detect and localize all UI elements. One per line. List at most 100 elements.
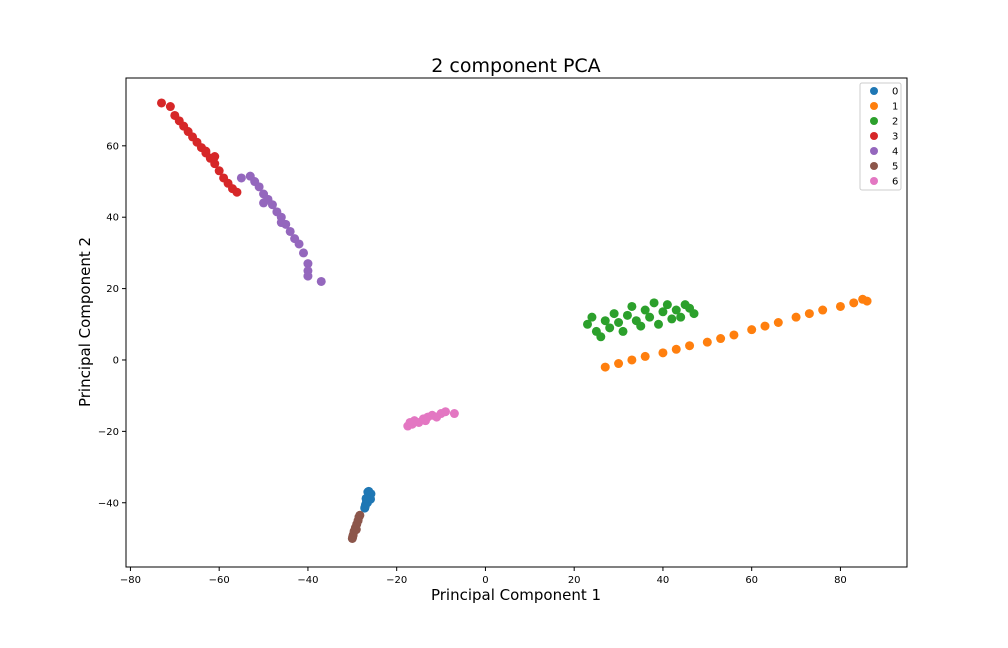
data-point xyxy=(858,294,868,304)
legend-label: 3 xyxy=(892,132,898,143)
data-point xyxy=(299,248,308,258)
data-point xyxy=(360,501,370,511)
data-point xyxy=(614,318,624,327)
data-point xyxy=(407,419,417,429)
data-point xyxy=(351,525,361,535)
data-point xyxy=(441,407,450,417)
data-point xyxy=(165,102,175,112)
data-point xyxy=(449,409,459,419)
legend-marker xyxy=(870,87,878,95)
data-point xyxy=(259,198,269,208)
data-point xyxy=(835,301,845,311)
data-point xyxy=(236,173,246,183)
data-point xyxy=(645,312,655,322)
data-point xyxy=(760,321,770,331)
data-point xyxy=(201,146,211,156)
x-tick-label: 60 xyxy=(745,575,758,586)
data-point xyxy=(627,301,637,311)
data-point xyxy=(605,323,615,333)
data-point xyxy=(355,510,365,520)
data-point xyxy=(361,493,371,503)
data-point xyxy=(685,341,695,351)
series-4 xyxy=(236,171,326,286)
x-tick-label: 20 xyxy=(568,575,581,586)
data-point xyxy=(348,532,358,542)
data-point xyxy=(640,351,650,361)
legend-label: 5 xyxy=(892,162,898,173)
data-point xyxy=(232,187,242,197)
y-tick-label: 20 xyxy=(106,284,119,295)
data-point xyxy=(267,200,277,210)
y-tick-label: 40 xyxy=(106,213,119,224)
data-point xyxy=(804,309,814,319)
legend: 0 1 2 3 4 5 6 xyxy=(859,82,902,191)
data-point xyxy=(636,321,646,331)
legend-label: 6 xyxy=(892,177,898,188)
data-point xyxy=(676,312,686,322)
data-point xyxy=(421,416,431,426)
x-tick-label: 0 xyxy=(482,575,488,586)
data-point xyxy=(596,332,606,342)
y-axis: −40 −20 0 20 40 60 xyxy=(98,141,126,509)
points-layer xyxy=(157,98,872,543)
data-point xyxy=(210,159,220,169)
legend-marker xyxy=(870,147,878,155)
data-point xyxy=(702,337,712,347)
data-point xyxy=(587,312,597,322)
data-point xyxy=(849,298,859,308)
data-point xyxy=(729,330,739,340)
data-point xyxy=(294,239,304,249)
series-1 xyxy=(600,294,872,372)
data-point xyxy=(285,226,295,236)
y-tick-label: −20 xyxy=(98,427,119,438)
y-axis-title: Principal Component 2 xyxy=(76,237,94,407)
data-point xyxy=(818,305,828,315)
x-axis-title: Principal Component 1 xyxy=(431,586,601,604)
series-5 xyxy=(347,510,365,543)
chart-title: 2 component PCA xyxy=(431,55,600,77)
y-tick-label: 60 xyxy=(106,141,119,152)
data-point xyxy=(654,319,663,329)
data-point xyxy=(671,305,681,315)
data-point xyxy=(614,359,624,369)
plot-area xyxy=(125,77,908,568)
data-point xyxy=(600,316,610,326)
data-point xyxy=(747,325,757,335)
data-point xyxy=(583,319,592,329)
legend-marker xyxy=(870,162,878,170)
legend-label: 2 xyxy=(892,117,898,128)
data-point xyxy=(716,334,726,344)
data-point xyxy=(364,486,374,496)
x-tick-label: 80 xyxy=(834,575,847,586)
data-point xyxy=(609,309,619,319)
series-0 xyxy=(360,486,376,513)
series-6 xyxy=(403,407,459,431)
data-point xyxy=(773,318,783,327)
data-point xyxy=(622,310,632,320)
data-point xyxy=(316,276,326,286)
data-point xyxy=(618,326,628,336)
data-point xyxy=(276,218,286,228)
legend-frame xyxy=(859,82,902,191)
data-point xyxy=(627,355,637,365)
data-point xyxy=(210,152,220,162)
x-tick-label: −40 xyxy=(297,575,318,586)
series-3 xyxy=(157,98,242,197)
data-point xyxy=(658,307,668,317)
data-point xyxy=(157,98,166,108)
data-point xyxy=(600,362,610,372)
data-point xyxy=(667,314,677,324)
legend-marker xyxy=(870,117,878,125)
data-point xyxy=(640,305,650,315)
data-point xyxy=(689,309,699,319)
y-tick-label: −40 xyxy=(98,498,119,509)
x-tick-label: −60 xyxy=(209,575,230,586)
series-2 xyxy=(583,298,699,342)
x-tick-label: −80 xyxy=(120,575,141,586)
data-point xyxy=(214,166,224,176)
data-point xyxy=(791,312,801,322)
data-point xyxy=(303,259,313,269)
legend-label: 0 xyxy=(892,87,898,98)
legend-marker xyxy=(870,102,878,110)
